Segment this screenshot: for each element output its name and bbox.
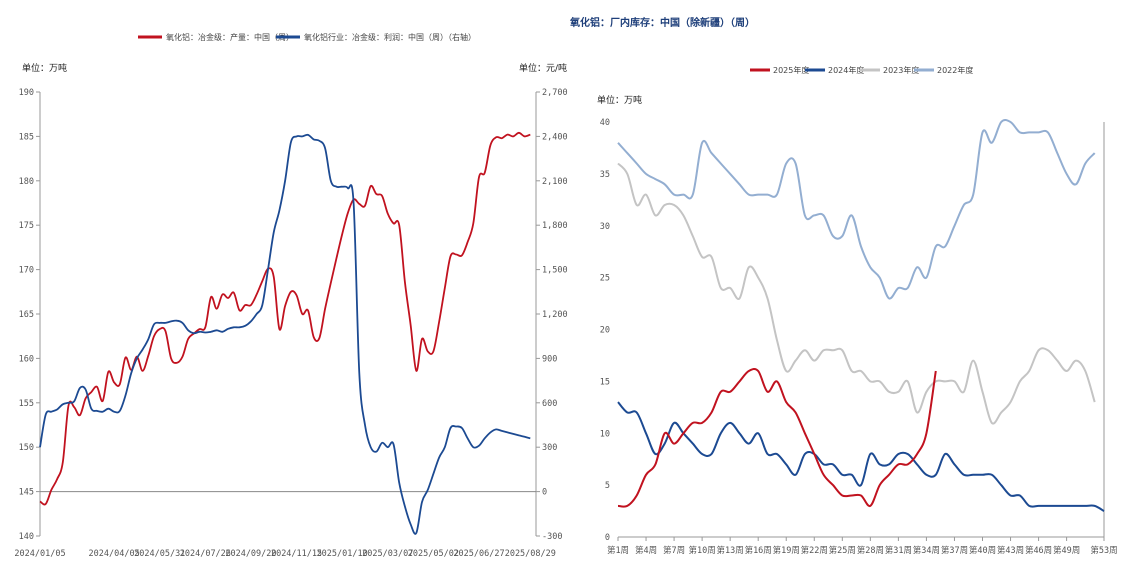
- right-tick-label: 600: [542, 399, 557, 409]
- right-tick-label: 0: [542, 488, 547, 498]
- y-tick-label: 0: [605, 533, 610, 543]
- x-tick-label: 第19周: [773, 545, 800, 556]
- left-tick-label: 140: [19, 532, 34, 542]
- x-tick-label: 2025/01/10: [317, 549, 368, 559]
- left-axis-unit: 单位：万吨: [22, 62, 67, 74]
- x-tick-label: 2024/07/26: [180, 549, 231, 559]
- series-line-2022年度: [617, 119, 1096, 300]
- x-tick-label: 第7周: [663, 545, 685, 556]
- left-tick-label: 160: [19, 354, 34, 364]
- x-tick-label: 2024/04/05: [89, 549, 140, 559]
- left-legend: 氧化铝：冶金级：产量：中国（周） 氧化铝行业：冶金级：利润：中国（周）（右轴）: [138, 32, 476, 42]
- left-tick-label: 190: [19, 88, 34, 98]
- legend-label-profit: 氧化铝行业：冶金级：利润：中国（周）（右轴）: [304, 32, 476, 42]
- production-profit-chart: 190 185 180 175 170 165 160 155 150 145 140 2,700 2,…: [14, 88, 567, 559]
- x-tick-label: 2024/11/15: [271, 549, 322, 559]
- legend-label-2023: 2023年度: [883, 65, 919, 75]
- x-tick-label: 第1周: [607, 545, 629, 556]
- profit-line: [39, 133, 531, 535]
- legend-label-2025: 2025年度: [773, 65, 809, 75]
- right-legend: 2025年度 2024年度 2023年度 2022年度: [750, 65, 973, 75]
- legend-label-2024: 2024年度: [828, 65, 864, 75]
- right-tick-label: 1,500: [542, 266, 568, 276]
- series-line-2024年度: [617, 401, 1105, 512]
- right-tick-label: 1,200: [542, 310, 568, 320]
- x-tick-label: 第40周: [969, 545, 996, 556]
- x-tick-label: 第10周: [688, 545, 715, 556]
- left-tick-label: 170: [19, 266, 34, 276]
- x-tick-label: 第31周: [885, 545, 912, 556]
- left-tick-label: 165: [19, 310, 34, 320]
- left-tick-label: 185: [19, 132, 34, 142]
- x-tick-label: 第49周: [1053, 545, 1080, 556]
- right-tick-label: -300: [542, 532, 562, 542]
- x-tick-label: 2025/06/27: [453, 549, 504, 559]
- inventory-axis-unit: 单位：万吨: [597, 94, 642, 106]
- y-tick-label: 5: [605, 481, 610, 491]
- x-tick-label: 第34周: [913, 545, 940, 556]
- left-tick-label: 150: [19, 443, 34, 453]
- x-tick-label: 第53周: [1090, 545, 1117, 556]
- right-tick-label: 1,800: [542, 221, 568, 231]
- right-tick-label: 2,400: [542, 132, 568, 142]
- right-tick-label: 2,100: [542, 177, 568, 187]
- x-tick-label: 2024/09/20: [225, 549, 276, 559]
- inventory-chart: 40 35 30 25 20 15 10 5 0 第1周 第4周 第7周 第10周 第13周 第16周 第19…: [600, 118, 1118, 556]
- right-tick-label: 900: [542, 354, 557, 364]
- left-tick-label: 180: [19, 177, 34, 187]
- right-axis-unit: 单位：元/吨: [519, 62, 567, 74]
- x-tick-label: 2025/08/29: [505, 549, 556, 559]
- x-tick-label: 第46周: [1025, 545, 1052, 556]
- x-tick-label: 第25周: [829, 545, 856, 556]
- left-tick-label: 145: [19, 488, 34, 498]
- right-tick-label: 300: [542, 443, 557, 453]
- x-tick-label: 2024/01/05: [14, 549, 65, 559]
- x-tick-label: 第16周: [745, 545, 772, 556]
- series-line-2023年度: [617, 162, 1096, 425]
- x-tick-label: 第13周: [717, 545, 744, 556]
- right-tick-label: 2,700: [542, 88, 568, 98]
- y-tick-label: 10: [600, 429, 610, 439]
- left-tick-label: 155: [19, 399, 34, 409]
- x-tick-label: 第37周: [941, 545, 968, 556]
- x-tick-label: 2025/03/07: [362, 549, 413, 559]
- x-tick-label: 第22周: [801, 545, 828, 556]
- legend-label-production: 氧化铝：冶金级：产量：中国（周）: [166, 32, 294, 42]
- x-tick-label: 第28周: [857, 545, 884, 556]
- production-line: [39, 131, 531, 506]
- legend-label-2022: 2022年度: [937, 65, 973, 75]
- x-tick-label: 第4周: [635, 545, 657, 556]
- y-tick-label: 40: [600, 118, 610, 128]
- left-tick-label: 175: [19, 221, 34, 231]
- y-tick-label: 30: [600, 222, 610, 232]
- x-tick-label: 第43周: [997, 545, 1024, 556]
- x-tick-label: 2024/05/31: [134, 549, 185, 559]
- x-tick-label: 2025/05/02: [408, 549, 459, 559]
- y-tick-label: 15: [600, 377, 610, 387]
- chart-title: 氧化铝：厂内库存：中国（除新疆）（周）: [569, 16, 755, 29]
- y-tick-label: 20: [600, 326, 610, 336]
- y-tick-label: 25: [600, 274, 610, 284]
- y-tick-label: 35: [600, 170, 610, 180]
- series-line-2025年度: [617, 368, 937, 508]
